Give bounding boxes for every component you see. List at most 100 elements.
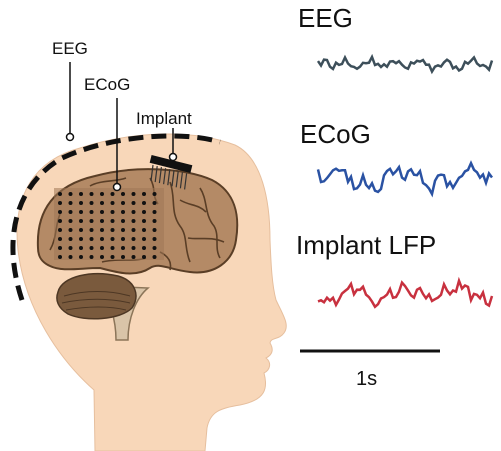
ecog-electrode [152,237,157,241]
eeg-head-label: EEG [52,39,88,58]
ecog-electrode [131,255,136,259]
ecog-electrode [68,246,73,250]
ecog-electrode [131,237,136,241]
ecog-electrode [142,237,146,241]
ecog-electrode [79,237,83,241]
ecog-electrode [121,210,125,214]
ecog-electrode [152,201,157,205]
ecog-electrode [142,192,146,196]
ecog-electrode [58,237,62,241]
ecog-electrode [100,201,104,205]
ecog-electrode [131,219,136,223]
ecog-electrode [110,210,115,214]
ecog-electrode [89,192,94,196]
ecog-trace [316,160,493,198]
eeg-trace-label: EEG [298,3,353,33]
implant-device [149,155,193,190]
eeg-cap-outline [10,133,221,301]
ecog-electrode [58,255,62,259]
ecog-electrode [110,219,115,223]
ecog-electrode [100,255,104,259]
time-scale-bar: 1s [300,349,440,390]
ecog-electrode [152,246,157,250]
ecog-electrode [68,210,73,214]
ecog-electrode [121,219,125,223]
cerebellum-folds [61,291,131,311]
ecog-electrode [58,201,62,205]
ecog-electrode [142,210,146,214]
ecog-electrode [152,192,157,196]
eeg-trace [316,53,494,75]
ecog-electrode [121,237,125,241]
ecog-electrode [68,237,73,241]
ecog-electrode [68,219,73,223]
ecog-electrode [121,255,125,259]
ecog-electrode [89,237,94,241]
ecog-electrode [58,246,62,250]
implant-head-label: Implant [136,109,192,128]
ecog-electrode [58,219,62,223]
ecog-electrode [89,246,94,250]
ecog-electrode [110,246,115,250]
ecog-electrode [131,201,136,205]
implant-lfp-trace-label: Implant LFP [296,230,436,260]
ecog-trace-label: ECoG [300,119,371,149]
implant-pin [150,164,154,182]
ecog-electrode [121,246,125,250]
ecog-electrode [100,192,104,196]
ecog-electrode [68,228,73,232]
ecog-electrode [152,210,157,214]
ecog-electrode [89,255,94,259]
ecog-head-label: ECoG [84,75,130,94]
ecog-electrode [121,201,125,205]
ecog-electrode [110,228,115,232]
ecog-electrode [79,219,83,223]
ecog-electrode [121,228,125,232]
implant-pin [175,171,179,188]
ecog-electrode [110,255,115,259]
ecog-electrode [79,192,83,196]
ecog-electrode [89,228,94,232]
ecog-electrode [89,210,94,214]
ecog-electrode [89,201,94,205]
ecog-electrode [142,228,146,232]
ecog-electrode [131,246,136,250]
ecog-electrode [79,210,83,214]
implant-pin [154,165,158,183]
ecog-electrode [100,228,104,232]
ecog-electrode [58,192,62,196]
ecog-electrode [100,237,104,241]
implant-pin [171,170,175,187]
ecog-electrode [100,246,104,250]
ecog-electrode [89,219,94,223]
ecog-electrode [152,228,157,232]
ecog-electrode [100,219,104,223]
ecog-electrode [79,228,83,232]
ecog-electrode [110,237,115,241]
ecog-electrode [58,228,62,232]
ecog-electrode [68,201,73,205]
ecog-electrode [131,192,136,196]
cerebellum [56,273,137,320]
ecog-electrode [79,246,83,250]
ecog-electrode [100,210,104,214]
ecog-electrode [152,255,157,259]
implant-pin [184,173,188,190]
implant-pin [163,168,167,185]
ecog-electrode [142,219,146,223]
head-illustration: EEG ECoG Implant [10,39,287,451]
ecog-electrode [142,201,146,205]
ecog-electrode-grid [58,192,157,259]
ecog-electrode [68,192,73,196]
label-pointers [65,62,178,192]
signal-traces: EEG ECoG Implant LFP [296,3,494,309]
ecog-electrode [121,192,125,196]
ecog-electrode [131,210,136,214]
ecog-electrode [79,255,83,259]
ecog-electrode [110,192,115,196]
ecog-electrode [110,201,115,205]
ecog-electrode [142,255,146,259]
implant-pin [158,167,162,184]
